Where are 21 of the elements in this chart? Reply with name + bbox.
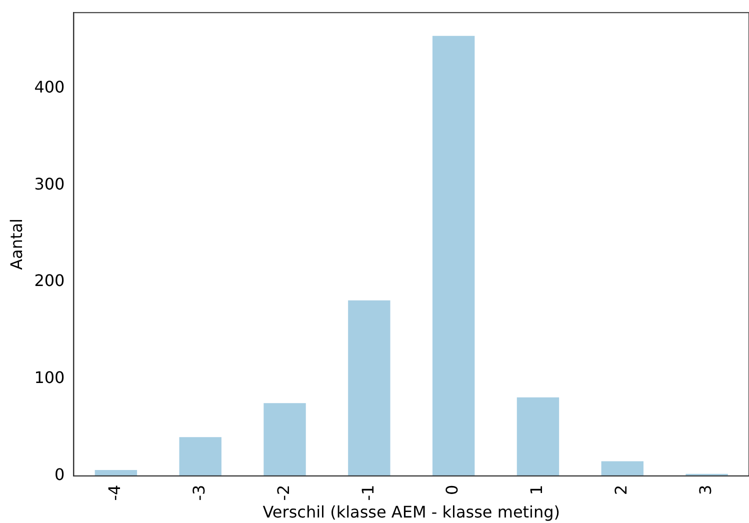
x-tick-label: -2 (274, 484, 293, 501)
x-tick-label: 3 (696, 484, 715, 496)
x-tick-label: -1 (358, 484, 378, 501)
bar (179, 437, 222, 476)
y-tick-label: 400 (34, 77, 65, 96)
x-tick-label: -4 (105, 484, 124, 501)
y-tick-label: 300 (34, 174, 65, 194)
y-tick-label: 100 (34, 368, 65, 388)
bar (432, 36, 475, 476)
x-tick-label: -3 (190, 484, 209, 501)
x-axis-title: Verschil (klasse AEM - klasse meting) (262, 502, 560, 522)
y-axis-title: Aantal (6, 218, 26, 270)
bar (516, 397, 560, 476)
bar (601, 461, 644, 476)
x-tick-label: 2 (612, 484, 631, 496)
bar (264, 403, 306, 476)
y-tick-label: 200 (34, 271, 65, 290)
bar (94, 470, 138, 476)
x-tick-label: 1 (527, 484, 546, 496)
x-tick-label: 0 (442, 484, 462, 496)
bar (348, 300, 390, 476)
